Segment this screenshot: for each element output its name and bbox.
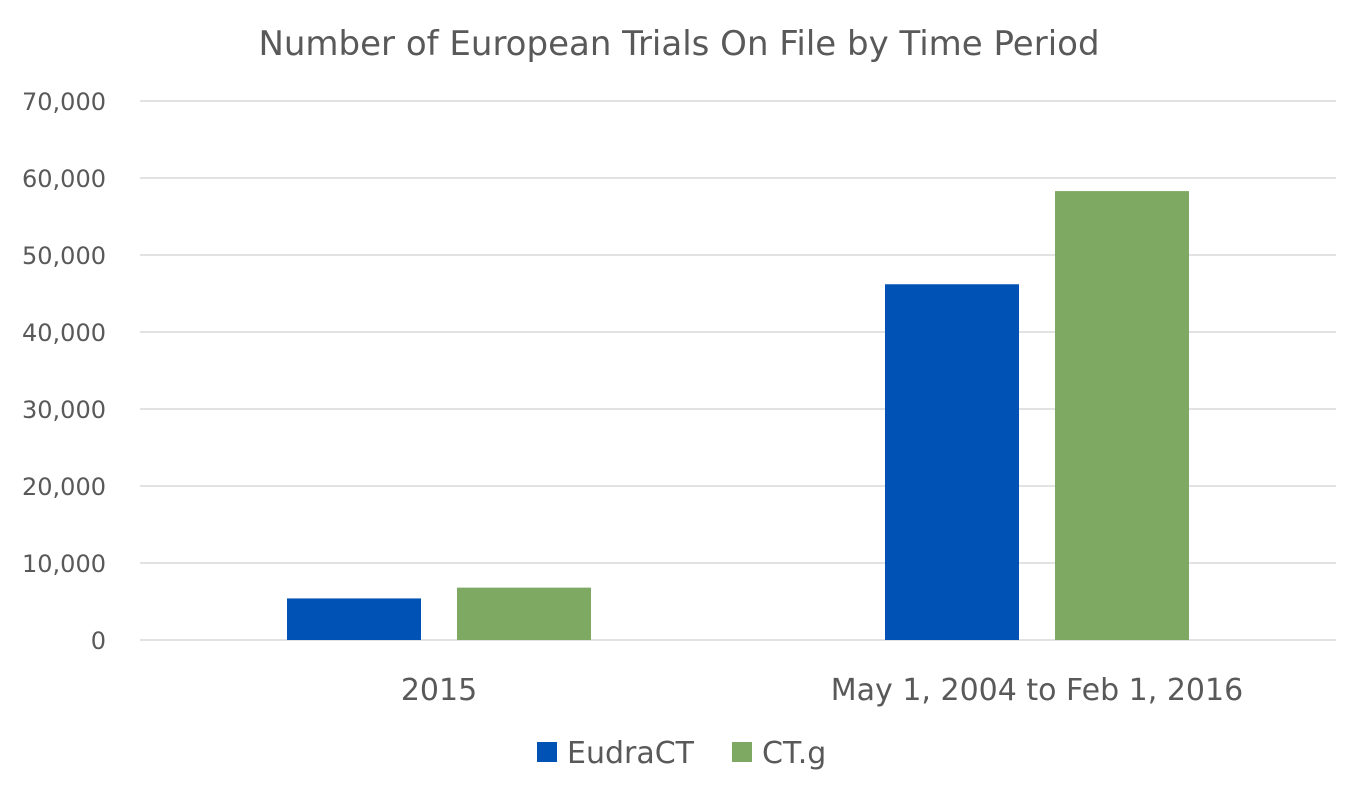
y-tick-label: 20,000: [22, 473, 106, 501]
y-tick-label: 70,000: [22, 88, 106, 116]
bar-ct-g-1: [1055, 191, 1189, 640]
y-tick-label: 40,000: [22, 319, 106, 347]
y-tick-label: 0: [91, 627, 106, 655]
y-tick-label: 60,000: [22, 165, 106, 193]
y-tick-label: 50,000: [22, 242, 106, 270]
bar-ct-g-0: [457, 587, 591, 640]
legend-swatch: [537, 742, 557, 762]
x-category-label: 2015: [401, 673, 477, 708]
bar-eudract-0: [287, 598, 421, 640]
y-axis: 0 10,000 20,000 30,000 40,000 50,000 60,000 70,…: [22, 88, 106, 655]
x-category-label: May 1, 2004 to Feb 1, 2016: [831, 673, 1243, 708]
chart-title: Number of European Trials On File by Tim…: [258, 24, 1099, 64]
y-tick-label: 30,000: [22, 396, 106, 424]
legend: EudraCT CT.g: [537, 736, 826, 771]
legend-label: EudraCT: [567, 736, 695, 771]
gridlines: [140, 100, 1336, 641]
bar-eudract-1: [885, 284, 1019, 640]
legend-swatch: [732, 742, 752, 762]
bars: [287, 191, 1189, 640]
y-tick-label: 10,000: [22, 550, 106, 578]
x-axis: 2015 May 1, 2004 to Feb 1, 2016: [401, 673, 1243, 708]
legend-label: CT.g: [762, 736, 826, 771]
